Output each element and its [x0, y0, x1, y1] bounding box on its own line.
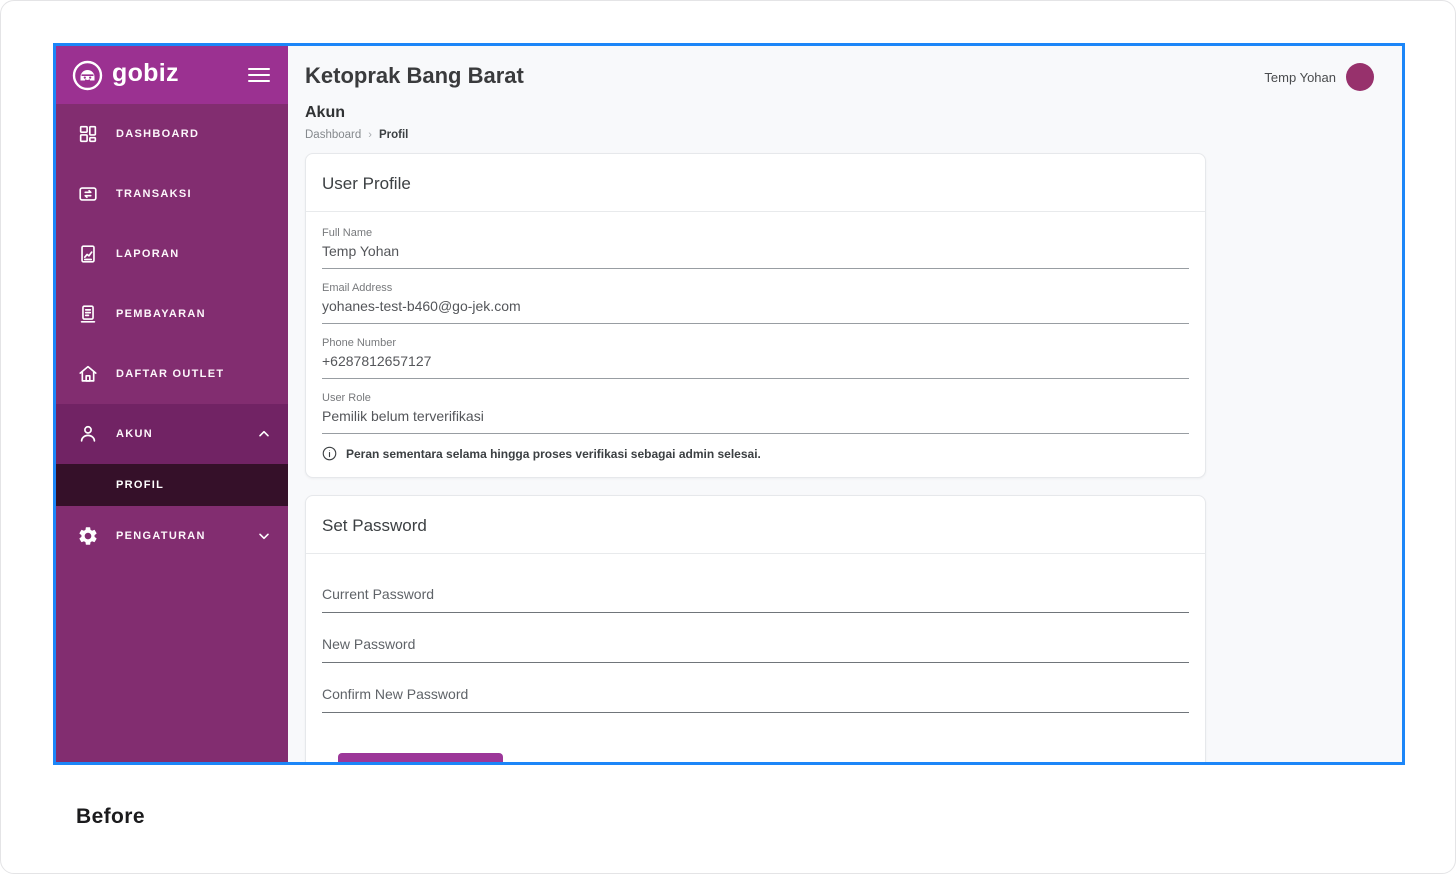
sidebar-item-label: PEMBAYARAN: [116, 308, 206, 320]
sidebar-item-label: PENGATURAN: [116, 530, 206, 542]
current-password-input[interactable]: Current Password: [322, 586, 1189, 613]
role-note-text: Peran sementara selama hingga proses ver…: [346, 446, 761, 461]
email-label: Email Address: [322, 282, 393, 294]
current-password-field: Current Password: [322, 586, 1189, 613]
outlet-icon: [76, 362, 100, 386]
new-password-input[interactable]: New Password: [322, 636, 1189, 663]
merchant-title: Ketoprak Bang Barat: [305, 63, 524, 88]
transactions-icon: [76, 182, 100, 206]
sidebar: gobiz DASHBOARD: [56, 46, 288, 762]
sidebar-item-akun[interactable]: AKUN: [56, 404, 288, 464]
account-icon: [76, 422, 100, 446]
user-profile-card-body: Full Name Temp Yohan Email Address yohan…: [306, 212, 1205, 477]
full-name-value[interactable]: Temp Yohan: [322, 239, 1189, 269]
topbar: Ketoprak Bang Barat Temp Yohan: [305, 61, 1374, 91]
email-value[interactable]: yohanes-test-b460@go-jek.com: [322, 294, 1189, 324]
report-icon: [76, 242, 100, 266]
user-menu[interactable]: Temp Yohan: [1264, 63, 1374, 91]
sidebar-subitem-label: PROFIL: [116, 479, 165, 491]
sidebar-item-pengaturan[interactable]: PENGATURAN: [56, 506, 288, 566]
set-password-card: Set Password Current Password New Passwo…: [305, 495, 1206, 762]
user-profile-card-title: User Profile: [306, 154, 1205, 212]
payment-icon: [76, 302, 100, 326]
sidebar-item-label: LAPORAN: [116, 248, 180, 260]
sidebar-item-label: TRANSAKSI: [116, 188, 192, 200]
user-name: Temp Yohan: [1264, 69, 1336, 85]
breadcrumb-profil: Profil: [378, 129, 409, 141]
brand-logo[interactable]: gobiz: [72, 60, 248, 91]
user-role-label: User Role: [322, 392, 371, 404]
sidebar-item-laporan[interactable]: LAPORAN: [56, 224, 288, 284]
full-name-field: Full Name Temp Yohan: [322, 227, 1189, 269]
breadcrumb-separator-icon: ›: [368, 129, 372, 141]
sidebar-item-label: AKUN: [116, 428, 153, 440]
sidebar-item-label: DAFTAR OUTLET: [116, 368, 225, 380]
user-role-value[interactable]: Pemilik belum terverifikasi: [322, 404, 1189, 434]
user-role-field: User Role Pemilik belum terverifikasi: [322, 392, 1189, 434]
sidebar-item-pembayaran[interactable]: PEMBAYARAN: [56, 284, 288, 344]
gear-icon: [76, 524, 100, 548]
sidebar-item-transaksi[interactable]: TRANSAKSI: [56, 164, 288, 224]
role-note: Peran sementara selama hingga proses ver…: [322, 434, 1189, 477]
user-profile-card: User Profile Full Name Temp Yohan Email …: [305, 153, 1206, 478]
info-icon: [322, 446, 337, 461]
new-password-field: New Password: [322, 636, 1189, 663]
sidebar-header: gobiz: [56, 46, 288, 104]
before-caption: Before: [76, 805, 145, 828]
sidebar-item-daftar-outlet[interactable]: DAFTAR OUTLET: [56, 344, 288, 404]
page-title: Akun: [305, 104, 345, 121]
email-field: Email Address yohanes-test-b460@go-jek.c…: [322, 282, 1189, 324]
sidebar-item-label: DASHBOARD: [116, 128, 200, 140]
chevron-down-icon: [256, 528, 272, 544]
sidebar-subitem-profil[interactable]: PROFIL: [56, 464, 288, 506]
full-name-label: Full Name: [322, 227, 373, 239]
brand-name: gobiz: [112, 59, 179, 87]
phone-label: Phone Number: [322, 337, 396, 349]
set-password-card-title: Set Password: [306, 496, 1205, 554]
chevron-up-icon: [256, 426, 272, 442]
phone-value[interactable]: +6287812657127: [322, 349, 1189, 379]
main-content: Ketoprak Bang Barat Temp Yohan Akun Dash…: [288, 46, 1402, 762]
dashboard-icon: [76, 122, 100, 146]
app-frame: gobiz DASHBOARD: [53, 43, 1405, 765]
avatar[interactable]: [1346, 63, 1374, 91]
change-password-button[interactable]: Change Password: [338, 753, 504, 762]
breadcrumb-dashboard[interactable]: Dashboard: [305, 129, 362, 141]
phone-field: Phone Number +6287812657127: [322, 337, 1189, 379]
gobiz-mascot-icon: [72, 60, 103, 91]
confirm-new-password-input[interactable]: Confirm New Password: [322, 686, 1189, 713]
hamburger-icon[interactable]: [248, 68, 270, 82]
confirm-new-password-field: Confirm New Password: [322, 686, 1189, 713]
sidebar-item-dashboard[interactable]: DASHBOARD: [56, 104, 288, 164]
breadcrumb: Dashboard › Profil: [305, 129, 1374, 141]
set-password-card-body: Current Password New Password Confirm Ne…: [306, 554, 1205, 762]
sidebar-nav: DASHBOARD TRANSAKSI: [56, 104, 288, 566]
